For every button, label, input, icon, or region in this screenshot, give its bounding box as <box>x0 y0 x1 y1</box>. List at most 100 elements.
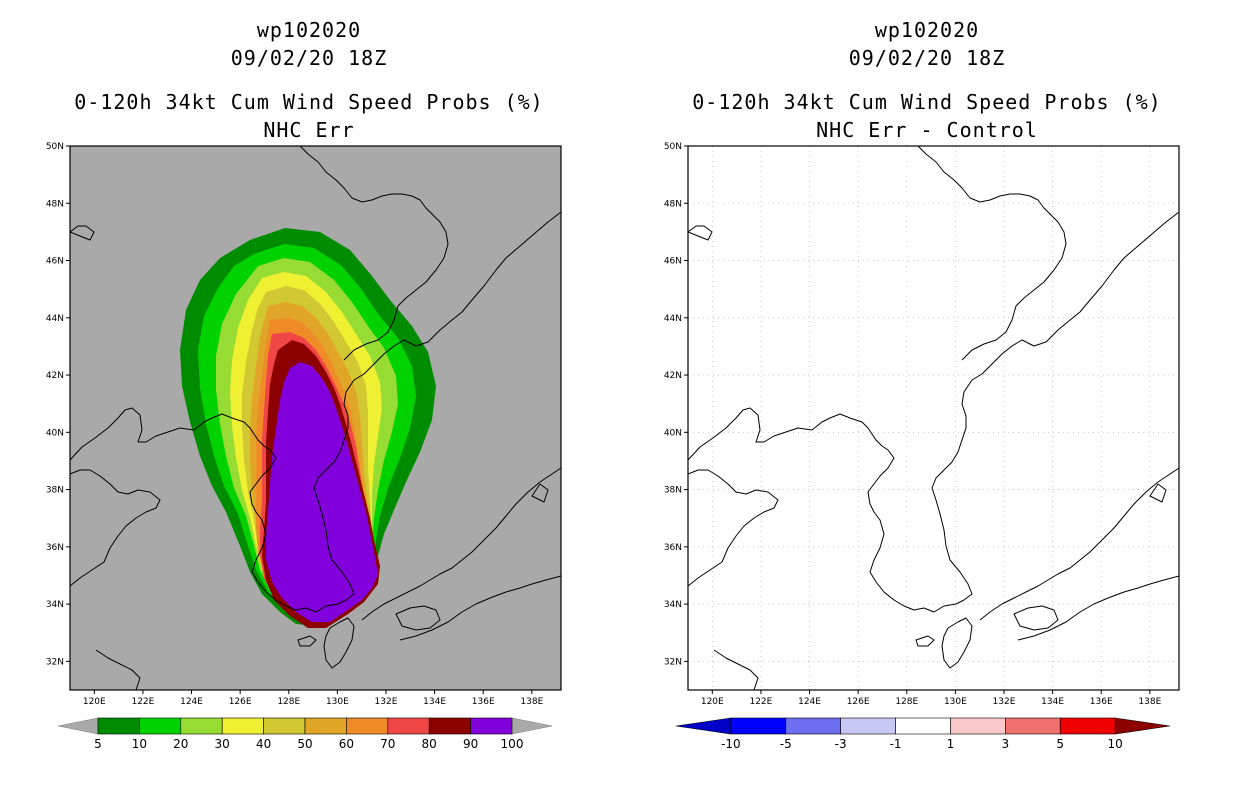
colorbar-label: 50 <box>297 737 312 751</box>
coastline <box>531 483 549 503</box>
datetime-title: 09/02/20 18Z <box>848 46 1006 70</box>
colorbar-label: 10 <box>132 737 147 751</box>
lon-tick-label: 132E <box>993 697 1016 707</box>
prob-contour-90 <box>266 362 378 622</box>
coastline <box>713 649 759 690</box>
lat-tick-label: 42N <box>46 371 64 381</box>
lat-tick-label: 36N <box>46 543 64 553</box>
lat-tick-label: 32N <box>46 657 64 667</box>
left-map-svg: 120E 122E 124E 126E 128E 130E 132E 134E 136E 138E… <box>46 142 562 751</box>
lon-tick-label: 136E <box>1090 697 1113 707</box>
lat-tick-label: 50N <box>664 142 682 152</box>
coastline <box>395 605 441 631</box>
coastline <box>688 225 713 241</box>
colorbar-label: -10 <box>721 737 741 751</box>
lat-tick-label: 42N <box>664 371 682 381</box>
axis-ticks: 120E 122E 124E 126E 128E 130E 132E 134E 136E 138E… <box>664 142 1162 707</box>
lon-tick-label: 124E <box>180 697 203 707</box>
coastline <box>297 635 317 647</box>
colorbar-swatch <box>221 717 264 735</box>
coastline <box>70 211 561 613</box>
right-map-svg: 120E 122E 124E 126E 128E 130E 132E 134E 136E 138E… <box>664 142 1180 751</box>
lat-tick-label: 44N <box>664 314 682 324</box>
coastline <box>915 635 935 647</box>
colorbar-swatch <box>1059 717 1116 735</box>
grid-lines <box>688 146 1179 690</box>
colorbar-swatch <box>304 717 347 735</box>
lon-tick-label: 138E <box>1138 697 1161 707</box>
colorbar-swatch <box>895 717 951 735</box>
lat-tick-label: 46N <box>46 257 64 267</box>
colorbar-label: 100 <box>501 737 524 751</box>
colorbar-swatch <box>387 717 430 735</box>
colorbar-swatch <box>180 717 223 735</box>
lon-tick-label: 120E <box>83 697 106 707</box>
datetime-title: 09/02/20 18Z <box>230 46 388 70</box>
right-panel: wp102020 09/02/20 18Z 0-120h 34kt Cum Wi… <box>618 0 1236 800</box>
colorbar-label: -1 <box>890 737 902 751</box>
variant-title: NHC Err <box>263 118 355 142</box>
lon-tick-label: 132E <box>375 697 398 707</box>
lon-tick-label: 128E <box>277 697 300 707</box>
coastline <box>399 575 561 641</box>
lon-tick-label: 126E <box>229 697 252 707</box>
colorbar-swatch <box>97 717 140 735</box>
lat-tick-label: 48N <box>46 199 64 209</box>
lon-tick-label: 122E <box>131 697 154 707</box>
storm-id-title: wp102020 <box>874 18 980 42</box>
colorbar-label: 10 <box>1107 737 1122 751</box>
lat-tick-label: 50N <box>46 142 64 152</box>
colorbar-label: 1 <box>947 737 955 751</box>
lat-tick-label: 34N <box>46 600 64 610</box>
lat-tick-label: 32N <box>664 657 682 667</box>
colorbar-label: 5 <box>1056 737 1064 751</box>
coastline <box>1013 605 1059 631</box>
lon-tick-label: 136E <box>472 697 495 707</box>
lat-tick-label: 34N <box>664 600 682 610</box>
map-frame <box>687 145 1180 691</box>
lon-tick-label: 124E <box>798 697 821 707</box>
colorbar-swatch <box>428 717 471 735</box>
colorbar-label: 90 <box>463 737 478 751</box>
colorbar-label: 70 <box>380 737 395 751</box>
lon-tick-label: 126E <box>847 697 870 707</box>
coastline <box>979 467 1179 621</box>
lon-tick-label: 130E <box>944 697 967 707</box>
lon-tick-label: 128E <box>895 697 918 707</box>
coastlines <box>688 146 1179 690</box>
colorbar-label: 30 <box>215 737 230 751</box>
colorbar-swatch <box>840 717 896 735</box>
colorbar-swatch <box>730 717 787 735</box>
colorbar-label: 40 <box>256 737 271 751</box>
colorbar-label: 5 <box>94 737 102 751</box>
coastline <box>299 146 449 361</box>
lon-tick-label: 134E <box>1041 697 1064 707</box>
coastline <box>95 649 141 690</box>
colorbar-swatch <box>139 717 182 735</box>
coastline <box>688 469 779 587</box>
coastline <box>361 467 561 621</box>
lon-tick-label: 138E <box>520 697 543 707</box>
colorbar-label: -5 <box>780 737 792 751</box>
lon-tick-label: 120E <box>701 697 724 707</box>
coastline <box>70 469 161 587</box>
left-panel: wp102020 09/02/20 18Z 0-120h 34kt Cum Wi… <box>46 18 562 751</box>
colorbar-min-arrow <box>57 717 99 735</box>
coastline <box>917 146 1067 361</box>
storm-id-title: wp102020 <box>256 18 362 42</box>
lat-tick-label: 38N <box>664 486 682 496</box>
colorbar-swatch <box>950 717 1006 735</box>
colorbar-label: 20 <box>173 737 188 751</box>
lon-tick-label: 134E <box>423 697 446 707</box>
lat-tick-label: 36N <box>664 543 682 553</box>
coastline <box>323 617 355 669</box>
colorbar: 5 10 20 30 40 50 60 70 80 90 100 <box>57 717 553 751</box>
lat-tick-label: 38N <box>46 486 64 496</box>
colorbar-min-arrow <box>675 717 732 735</box>
coastline <box>941 617 973 669</box>
colorbar-swatch <box>1005 717 1061 735</box>
colorbar-max-arrow <box>1114 717 1171 735</box>
colorbar-label: 80 <box>422 737 437 751</box>
coastlines <box>70 146 561 690</box>
colorbar-swatch <box>346 717 389 735</box>
